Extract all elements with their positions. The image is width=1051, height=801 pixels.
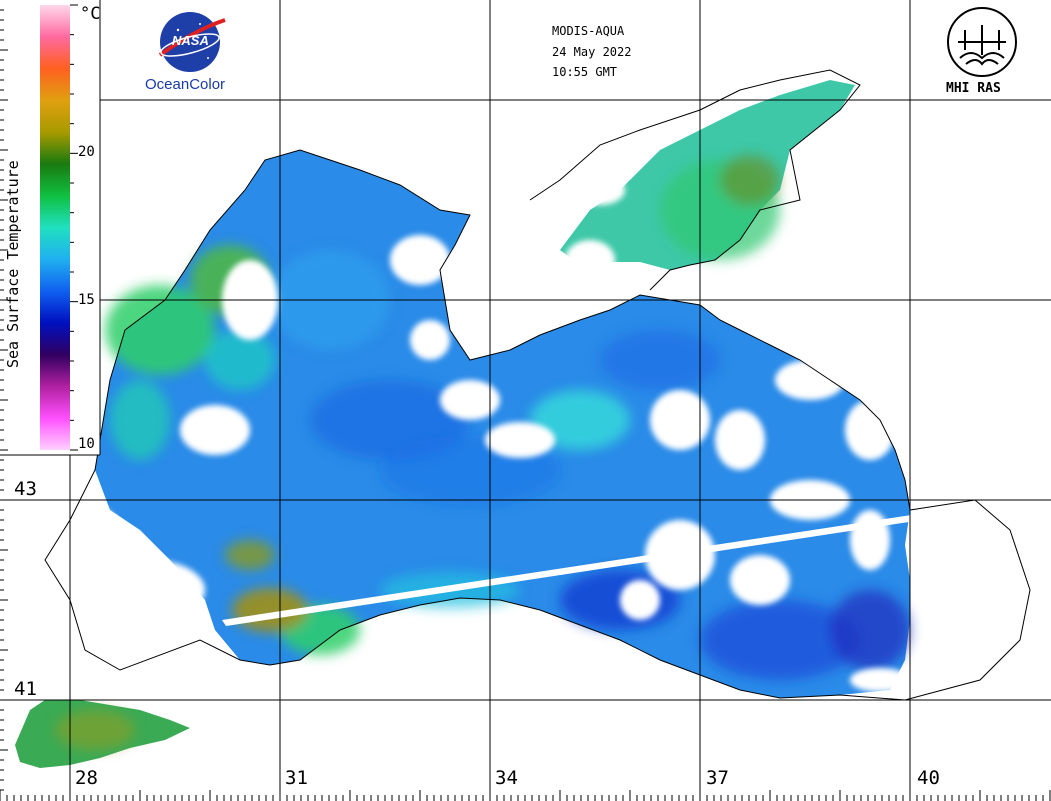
lon-label-28: 28 bbox=[75, 767, 98, 789]
colorbar-tick-15: 15 bbox=[78, 292, 95, 308]
mhi-logo bbox=[947, 7, 1017, 77]
sensor-label: MODIS-AQUA bbox=[552, 24, 625, 38]
colorbar-panel bbox=[0, 0, 101, 791]
lon-label-40: 40 bbox=[917, 767, 940, 789]
lat-label-43: 43 bbox=[14, 478, 37, 500]
date-label: 24 May 2022 bbox=[552, 45, 632, 59]
colorbar-unit: °C bbox=[80, 4, 101, 24]
mhi-label: MHI RAS bbox=[946, 81, 1001, 96]
coastline bbox=[44, 149, 1031, 701]
nasa-wordmark: NASA bbox=[172, 33, 209, 48]
lon-label-34: 34 bbox=[495, 767, 518, 789]
colorbar-tick-20: 20 bbox=[78, 144, 95, 160]
lon-label-31: 31 bbox=[285, 767, 308, 789]
bottom-ruler bbox=[0, 790, 1051, 801]
nasa-logo bbox=[158, 12, 226, 72]
lon-label-37: 37 bbox=[706, 767, 729, 789]
time-label: 10:55 GMT bbox=[552, 65, 618, 79]
swath-gap bbox=[222, 514, 922, 626]
colorbar-title: Sea Surface Temperature bbox=[4, 160, 22, 368]
azov-coastline bbox=[529, 69, 861, 291]
colorbar-tick-10: 10 bbox=[78, 436, 95, 452]
oceancolor-label: OceanColor bbox=[145, 76, 226, 93]
colorbar-gradient bbox=[40, 5, 70, 450]
lat-label-41: 41 bbox=[14, 678, 37, 700]
